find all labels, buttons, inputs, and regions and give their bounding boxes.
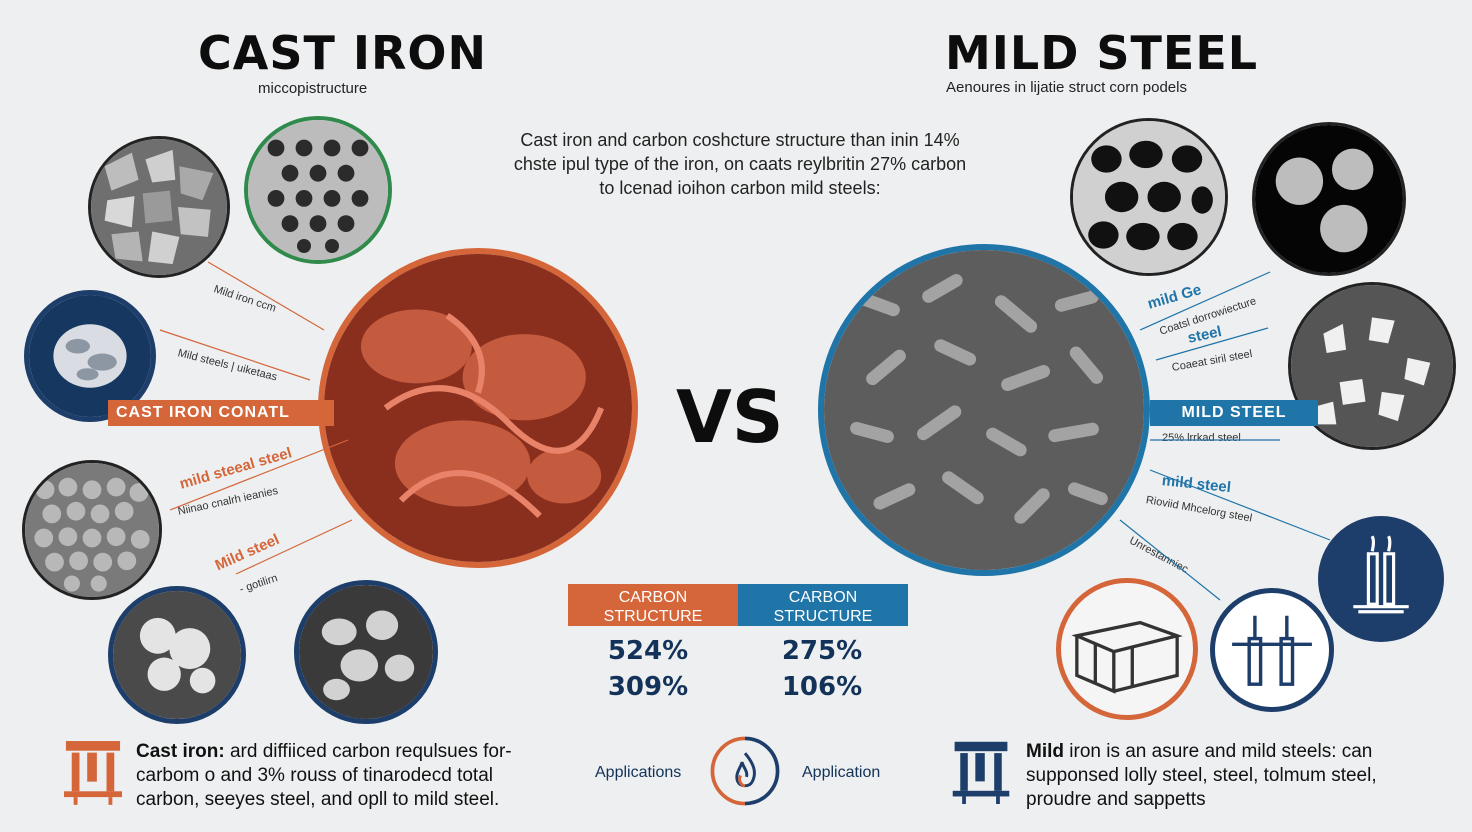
description-line: Cast iron and carbon coshcture structure…: [520, 130, 960, 150]
applications-label: Applications: [595, 764, 682, 781]
comparison-description: Cast iron and carbon coshcture structure…: [470, 128, 1010, 200]
annotation-label: 25% lrrkad steel: [1162, 432, 1241, 444]
cast-iron-summary: Cast iron: ard diffiiced carbon requlsue…: [136, 740, 576, 812]
mild-steel-subtitle: Aenoures in lijatie struct corn podels: [946, 79, 1187, 96]
carbon-structure-header-mild-steel: CARBON STRUCTURE: [738, 584, 908, 626]
summary-line: carbon, seeyes steel, and opll to mild s…: [136, 789, 500, 810]
table-cell: 106%: [781, 672, 863, 702]
mild-steel-summary: Mild iron is an asure and mild steels: c…: [1026, 740, 1446, 812]
table-header-line: STRUCTURE: [773, 608, 873, 625]
micrograph-angular-grains: [88, 136, 230, 278]
cast-iron-main-micrograph: [318, 248, 638, 568]
annotation-label: mild Ge: [1145, 281, 1204, 313]
vs-label: VS: [676, 375, 784, 459]
description-line: to lcenad ioihon carbon mild steels:: [599, 178, 881, 198]
micrograph-granules: [22, 460, 162, 600]
summary-line: proudre and sappetts: [1026, 789, 1206, 810]
table-header-line: CARBON: [618, 589, 688, 606]
annotation-label: - gotilirn: [238, 572, 280, 596]
mild-steel-main-micrograph: [818, 244, 1150, 576]
micrograph-cells: [1070, 118, 1228, 276]
application-label: Application: [802, 764, 881, 781]
summary-line: ard diffiiced carbon requlsues for-: [224, 741, 512, 762]
micrograph-crystal-cluster: [24, 290, 156, 422]
press-machine-icon: [64, 736, 122, 806]
summary-line: carbom o and 3% rouss of tinarodecd tota…: [136, 765, 493, 786]
press-machine-icon: [952, 738, 1010, 804]
candle-machine-icon: [1318, 516, 1444, 642]
micrograph-crystals: [1288, 282, 1456, 450]
annotation-label: Unrestanniec: [1127, 534, 1191, 576]
annotation-label: mild steel: [1161, 472, 1232, 497]
mild-steel-title: MILD STEEL: [945, 26, 1259, 80]
table-cell: 524%: [607, 636, 689, 666]
table-header-line: CARBON: [788, 589, 858, 606]
micrograph-flakes: [108, 586, 246, 724]
annotation-label: Mild steel: [212, 530, 282, 575]
micrograph-nodules: [294, 580, 438, 724]
annotation-label: Mild iron ccm: [212, 283, 278, 315]
annotation-label: Mild steels | uiketaas: [176, 347, 279, 384]
table-header-line: STRUCTURE: [603, 608, 703, 625]
micrograph-spheres: [1252, 122, 1406, 276]
annotation-label: Rioviid Mhcelorg steel: [1144, 494, 1254, 525]
carbon-structure-header-cast-iron: CARBON STRUCTURE: [568, 584, 738, 626]
mild-steel-banner: MILD STEEL: [1150, 400, 1318, 426]
table-cell: 309%: [607, 672, 689, 702]
cast-iron-title: CAST IRON: [198, 26, 488, 80]
summary-line: supponsed lolly steel, steel, tolmum ste…: [1026, 765, 1377, 786]
flame-icon: [708, 734, 782, 808]
micrograph-honeycomb: [244, 116, 392, 264]
summary-lead: Mild: [1026, 741, 1064, 762]
rod-tool-icon: [1210, 588, 1334, 712]
cast-iron-subtitle: miccopistructure: [258, 80, 368, 97]
summary-lead: Cast iron:: [136, 741, 225, 762]
summary-line: iron is an asure and mild steels: can: [1064, 741, 1373, 762]
annotation-label: Coaeat siril steel: [1170, 347, 1254, 374]
steel-beam-icon: [1056, 578, 1198, 720]
cast-iron-banner: CAST IRON CONATL: [108, 400, 334, 426]
description-line: chste ipul type of the iron, on caats re…: [513, 154, 967, 174]
table-cell: 275%: [781, 636, 863, 666]
